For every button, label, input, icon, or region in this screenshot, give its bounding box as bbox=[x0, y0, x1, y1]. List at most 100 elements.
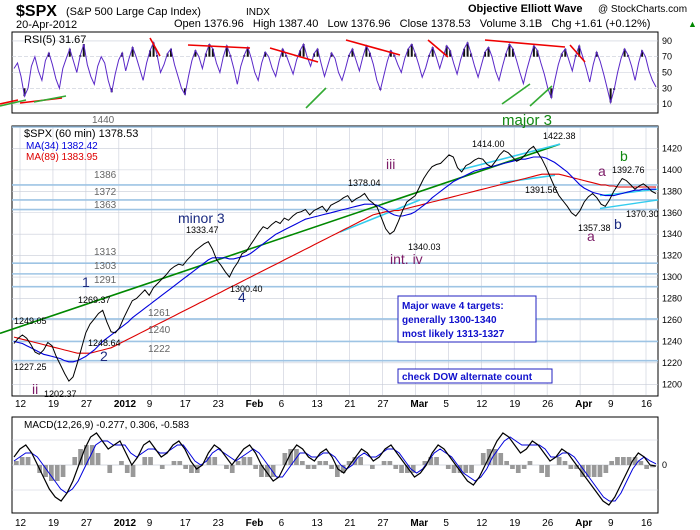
cyan-channel-upper bbox=[459, 143, 561, 171]
price-x-tick-label: 26 bbox=[542, 399, 554, 410]
macd-x-tick-label: 12 bbox=[15, 518, 27, 529]
macd-signal-line bbox=[13, 436, 657, 502]
price-tick-label: 1340 bbox=[662, 229, 682, 239]
price-panel-frame bbox=[11, 125, 659, 397]
macd-x-tick-label: 16 bbox=[641, 518, 653, 529]
macd-histogram-bar bbox=[539, 465, 544, 473]
price-1370: 1370.30 bbox=[626, 209, 659, 219]
macd-histogram-bar bbox=[405, 465, 410, 473]
wave-int-iv: int. iv bbox=[390, 251, 423, 267]
macd-histogram-bar bbox=[562, 461, 568, 465]
macd-histogram-bar bbox=[142, 457, 148, 465]
support-label-1303: 1303 bbox=[94, 261, 117, 272]
wave-b-green: b bbox=[620, 148, 628, 164]
price-tick-label: 1260 bbox=[662, 315, 682, 325]
macd-title: MACD(12,26,9) -0.277, 0.306, -0.583 bbox=[24, 420, 190, 431]
green-channel-line bbox=[0, 143, 561, 335]
macd-histogram-bar bbox=[521, 465, 527, 469]
macd-histogram-bar bbox=[148, 457, 153, 465]
price-1378: 1378.04 bbox=[348, 178, 381, 188]
rsi-red-trendline bbox=[569, 44, 586, 63]
wave-1: 1 bbox=[82, 274, 90, 290]
rsi-panel: RSI(5) 31.67 10 30 50 70 90 bbox=[0, 31, 672, 114]
macd-histogram-bar bbox=[451, 465, 457, 473]
macd-histogram-bar bbox=[183, 465, 188, 469]
rsi-red-trendline bbox=[269, 47, 319, 63]
macd-histogram-bar bbox=[498, 453, 504, 465]
macd-histogram-bar bbox=[189, 465, 194, 473]
macd-histogram-bar bbox=[253, 465, 258, 469]
wave-a-purple: a bbox=[587, 228, 595, 244]
macd-histogram-bar bbox=[25, 457, 31, 465]
macd-histogram-bar bbox=[335, 465, 340, 477]
macd-histogram-bar bbox=[19, 457, 25, 465]
price-1422: 1422.38 bbox=[543, 131, 576, 141]
price-x-tick-label: 9 bbox=[608, 399, 614, 410]
price-tick-label: 1280 bbox=[662, 294, 682, 304]
macd-histogram-bar bbox=[171, 461, 177, 465]
price-1391: 1391.56 bbox=[525, 185, 558, 195]
macd-histogram-bar bbox=[632, 457, 638, 465]
macd-histogram-bar bbox=[235, 461, 241, 465]
macd-histogram-bar bbox=[241, 457, 247, 465]
price-x-tick-label: 23 bbox=[213, 399, 225, 410]
macd-histogram-bar bbox=[54, 465, 60, 481]
macd-x-tick-label: 19 bbox=[48, 518, 60, 529]
macd-histogram-bar bbox=[206, 457, 212, 465]
rsi-line bbox=[13, 41, 657, 105]
price-1357: 1357.38 bbox=[578, 223, 611, 233]
price-annotations: 1440 1249.05 1227.25 1202.37 1269.37 124… bbox=[14, 112, 659, 399]
price-x-tick-label: 2012 bbox=[114, 399, 137, 410]
header-watermark: Objective Elliott Wave bbox=[468, 3, 583, 15]
price-1300: 1300.40 bbox=[230, 284, 263, 294]
header-symbol: $SPX bbox=[16, 3, 57, 20]
price-x-tick-label: 12 bbox=[15, 399, 27, 410]
macd-histogram-bar bbox=[300, 461, 305, 465]
macd-histogram-bar bbox=[615, 457, 620, 465]
macd-panel: MACD(12,26,9) -0.277, 0.306, -0.583 12 19… bbox=[11, 416, 667, 529]
macd-histogram-bar bbox=[574, 465, 579, 469]
support-label-1363: 1363 bbox=[94, 200, 117, 211]
macd-histogram-bar bbox=[159, 465, 165, 469]
macd-histogram-bar bbox=[346, 461, 352, 465]
macd-histogram-bar bbox=[124, 465, 130, 473]
macd-x-tick-label: Mar bbox=[410, 518, 428, 529]
macd-histogram-bar bbox=[224, 465, 229, 469]
macd-histogram-bar bbox=[568, 465, 574, 469]
macd-histogram-bar bbox=[358, 457, 363, 465]
macd-histogram-bar bbox=[340, 465, 346, 473]
macd-histogram-bar bbox=[229, 465, 235, 473]
macd-histogram-bar bbox=[212, 457, 218, 465]
price-x-tick-label: 17 bbox=[180, 399, 192, 410]
price-1392: 1392.76 bbox=[612, 165, 645, 175]
price-1414: 1414.00 bbox=[472, 139, 505, 149]
rsi-red-trendline bbox=[187, 44, 251, 49]
wave-iii: iii bbox=[386, 156, 395, 172]
ma34-line bbox=[13, 156, 656, 363]
rsi-tick-label: 30 bbox=[662, 83, 672, 93]
macd-histogram-bar bbox=[638, 461, 644, 465]
wave-4: 4 bbox=[238, 289, 246, 305]
wave-major-3: major 3 bbox=[502, 112, 552, 129]
price-1227: 1227.25 bbox=[14, 362, 47, 372]
price-tick-label: 1200 bbox=[662, 379, 682, 389]
macd-histogram-bar bbox=[545, 465, 550, 477]
price-tick-label: 1400 bbox=[662, 165, 682, 175]
macd-histogram-bar bbox=[591, 465, 597, 477]
macd-histogram-bar bbox=[510, 465, 515, 469]
price-x-tick-label: 16 bbox=[641, 399, 653, 410]
rsi-red-trendline bbox=[149, 37, 161, 57]
targets-line-1: Major wave 4 targets: bbox=[402, 301, 504, 312]
macd-histogram-bar bbox=[323, 461, 328, 465]
support-label-1291: 1291 bbox=[94, 275, 117, 286]
macd-histogram-bar bbox=[305, 465, 311, 469]
support-label-1261: 1261 bbox=[148, 308, 171, 319]
price-1340: 1340.03 bbox=[408, 242, 441, 252]
macd-histogram-bar bbox=[399, 465, 404, 473]
price-title: $SPX (60 min) 1378.53 bbox=[24, 128, 138, 140]
macd-x-tick-label: 6 bbox=[279, 518, 285, 529]
price-tick-label: 1240 bbox=[662, 336, 682, 346]
macd-histogram-bar bbox=[445, 465, 451, 469]
price-tick-label: 1220 bbox=[662, 358, 682, 368]
rsi-green-trendline bbox=[0, 99, 27, 107]
